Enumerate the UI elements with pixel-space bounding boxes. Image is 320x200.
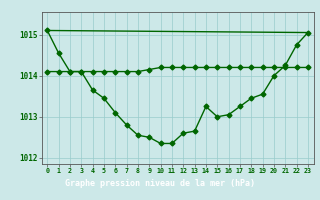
Text: Graphe pression niveau de la mer (hPa): Graphe pression niveau de la mer (hPa) xyxy=(65,180,255,188)
